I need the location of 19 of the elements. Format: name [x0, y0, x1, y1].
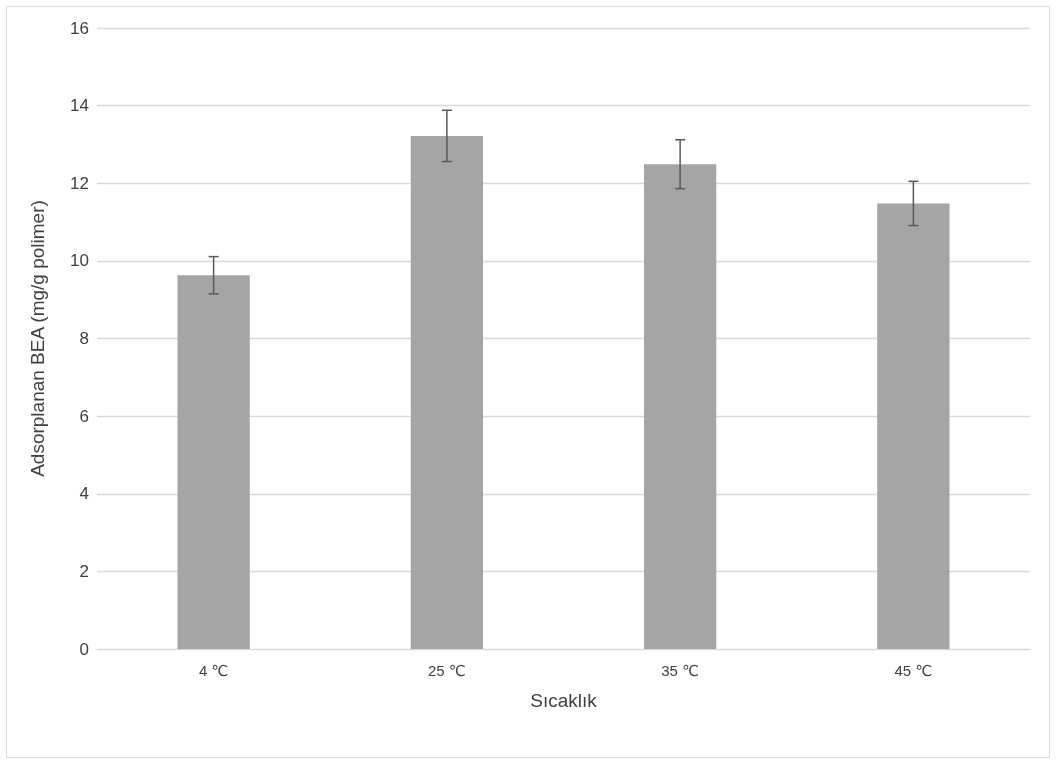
y-tick-label: 8	[79, 329, 89, 348]
x-axis-title: Sıcaklık	[530, 690, 598, 711]
bar	[177, 275, 250, 649]
y-axis-title: Adsorplanan BEA (mg/g polimer)	[27, 200, 48, 477]
y-tick-label: 2	[79, 561, 89, 581]
x-tick-label: 45 ℃	[894, 662, 933, 679]
y-tick-label: 4	[79, 484, 89, 504]
x-tick-label: 4 ℃	[198, 662, 229, 679]
y-tick-label: 12	[70, 173, 89, 193]
y-tick-label: 14	[70, 96, 89, 116]
x-tick-label: 25 ℃	[428, 662, 466, 679]
x-tick-label: 35 ℃	[661, 662, 699, 679]
y-tick-label: 0	[79, 639, 89, 659]
bar	[410, 135, 484, 649]
y-tick-label: 16	[70, 18, 89, 38]
bar	[643, 164, 717, 649]
y-tick-label: 10	[70, 251, 89, 271]
y-tick-label: 6	[79, 406, 89, 426]
bar	[877, 203, 950, 649]
